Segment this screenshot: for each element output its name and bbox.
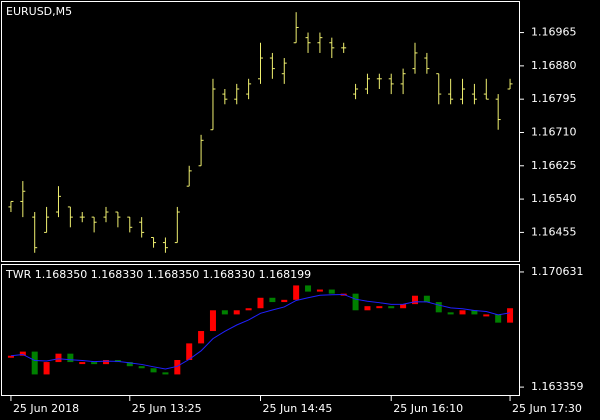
x-tick-label: 25 Jun 16:10 [393,402,463,415]
indicator-bar [257,297,264,309]
indicator-bar [174,360,181,375]
indicator-title: TWR 1.168350 1.168330 1.168350 1.168330 … [5,268,311,281]
x-tick-label: 25 Jun 2018 [13,402,79,415]
indicator-bar [352,293,359,311]
indicator-bar [126,362,133,367]
indicator-bar [138,366,145,369]
indicator-line [10,293,511,370]
indicator-bar [186,343,193,361]
indicator-bar [221,310,228,315]
indicator-bar [245,308,252,311]
y-tick-label: 1.16540 [531,192,577,205]
indicator-bar [388,306,395,309]
indicator-bar [328,289,335,294]
indicator-bar [269,297,276,303]
indicator-bar [7,355,14,358]
indicator-bar [400,304,407,309]
y-tick-label: 1.16455 [531,225,577,238]
indicator-panel-frame [1,264,520,396]
indicator-bar [103,360,110,365]
indicator-bar [67,353,74,363]
indicator-bar [316,289,323,292]
indicator-bar [293,285,300,300]
indicator-bar [376,306,383,309]
indicator-bar [447,312,454,315]
indicator-bar [55,353,62,363]
indicator-bar [459,310,466,315]
indicator-bar [423,295,430,303]
indicator-bar [43,362,50,375]
y-tick-label: 1.16795 [531,92,577,105]
x-tick-label: 25 Jun 17:30 [512,402,582,415]
indicator-bar [495,314,502,323]
price-title: EURUSD,M5 [6,5,72,18]
indicator-bar [162,372,169,375]
x-tick-label: 25 Jun 13:25 [132,402,202,415]
x-tick-label: 25 Jun 14:45 [263,402,333,415]
indicator-bar [471,310,478,315]
indicator-bar [209,310,216,332]
indicator-bar [233,310,240,315]
indicator-bar [79,362,86,365]
price-panel-frame [1,1,520,262]
y-tick-label: 1.16710 [531,125,577,138]
y-tick-label: 1.163359 [531,380,584,393]
y-tick-label: 1.16965 [531,26,577,39]
indicator-bar [305,285,312,292]
indicator-bar [411,295,418,305]
indicator-bar [364,306,371,311]
y-tick-label: 1.170631 [531,265,584,278]
indicator-bar [91,362,98,365]
indicator-bar [150,368,157,373]
indicator-bar [19,351,26,356]
indicator-bar [507,308,514,323]
indicator-bar [483,314,490,317]
y-tick-label: 1.16625 [531,159,577,172]
indicator-bar [281,299,288,303]
indicator-bar [31,351,38,375]
indicator-bar [198,331,205,344]
indicator-bar [435,302,442,313]
y-tick-label: 1.16880 [531,59,577,72]
